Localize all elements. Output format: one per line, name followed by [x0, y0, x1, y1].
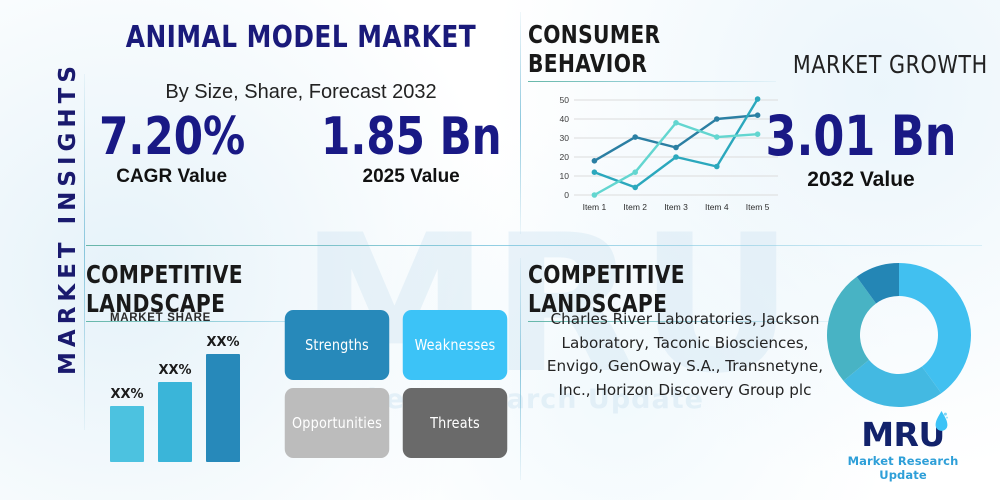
kpi-2032-label: 2032 Value [807, 167, 915, 191]
bar-column: XX% [206, 335, 240, 462]
svg-text:20: 20 [560, 152, 570, 162]
kpi-2025-value-number: 1.85 Bn [320, 107, 502, 167]
svg-text:Item 3: Item 3 [664, 202, 688, 212]
section-heading-competitive-landscape-left: COMPETITIVE LANDSCAPE [86, 260, 244, 318]
kpi-2025-value-label: 2025 Value [362, 165, 460, 187]
bar-chart-title: MARKET SHARE [110, 312, 212, 324]
swot-box-opportunities[interactable]: Opportunities [284, 388, 390, 458]
panel-consumer-behavior: CONSUMER BEHAVIOR MARKET GROWTH 0 10 20 30 4… [528, 4, 994, 244]
competitive-right-header-group: COMPETITIVE LANDSCAPE [528, 260, 840, 322]
svg-text:Item 4: Item 4 [705, 202, 729, 212]
kpi-2032-growth: 3.01 Bn 2032 Value [746, 104, 976, 192]
consumer-behavior-header-group: CONSUMER BEHAVIOR [528, 20, 776, 82]
swot-box-threats[interactable]: Threats [402, 388, 508, 458]
kpi-2032-value: 3.01 Bn [765, 104, 957, 168]
panel-competitive-landscape-left: COMPETITIVE LANDSCAPE MARKET SHARE XX% XX… [86, 250, 516, 496]
section-heading-consumer-behavior: CONSUMER BEHAVIOR [528, 20, 661, 78]
svg-text:40: 40 [560, 114, 570, 124]
bar-column: XX% [110, 387, 144, 462]
kpi-cagr-value: 7.20% [98, 107, 245, 167]
swot-box-strengths[interactable]: Strengths [284, 310, 390, 380]
kpi-row: 7.20% CAGR Value 1.85 Bn 2025 Value [86, 110, 516, 188]
section-underline [528, 81, 776, 82]
divider-middle-top [520, 12, 521, 234]
brand-logo: MRU Market Research Update [828, 411, 978, 482]
bar-value-label: XX% [110, 387, 144, 402]
kpi-cagr: 7.20% CAGR Value [91, 110, 253, 188]
section-heading-competitive-landscape-right: COMPETITIVE LANDSCAPE [528, 260, 686, 318]
line-chart-svg: 0 10 20 30 40 50 Item 1 Item 2 Item 3 Item 4 Item … [560, 95, 778, 212]
section-underline-right [528, 321, 840, 322]
bar-column: XX% [158, 363, 192, 462]
donut-chart-svg [827, 263, 971, 407]
page-subtitle: By Size, Share, Forecast 2032 [165, 81, 437, 103]
bar-rect [158, 382, 192, 462]
svg-text:10: 10 [560, 171, 570, 181]
swot-grid: Strengths Weaknesses Opportunities Threats [282, 310, 510, 458]
competitive-left-header-group: COMPETITIVE LANDSCAPE [86, 260, 356, 322]
company-list: Charles River Laboratories, Jackson Labo… [546, 310, 824, 399]
bar-value-label: XX% [206, 335, 240, 350]
svg-text:50: 50 [560, 95, 570, 105]
logo-letters: MRU [861, 415, 945, 454]
bar-rect [206, 354, 240, 462]
svg-text:Item 5: Item 5 [746, 202, 770, 212]
divider-horizontal [86, 245, 982, 246]
panel-market-overview: ANIMAL MODEL MARKET By Size, Share, Fore… [86, 4, 516, 244]
section-underline-left [86, 321, 356, 322]
svg-text:Item 1: Item 1 [583, 202, 607, 212]
page-title: ANIMAL MODEL MARKET [125, 20, 477, 55]
bar-rect [110, 406, 144, 462]
logo-tagline: Market Research Update [847, 454, 959, 482]
bar-value-label: XX% [158, 363, 192, 378]
logo-mark-text: MRU [861, 411, 948, 454]
swot-box-weaknesses[interactable]: Weaknesses [402, 310, 508, 380]
svg-text:0: 0 [564, 190, 569, 200]
kpi-cagr-label: CAGR Value [116, 165, 228, 187]
kpi-2025-value: 1.85 Bn 2025 Value [311, 110, 512, 188]
svg-text:30: 30 [560, 133, 570, 143]
panel-competitive-landscape-right: COMPETITIVE LANDSCAPE Charles River Labo… [528, 250, 994, 496]
water-droplet-icon [935, 411, 948, 431]
divider-middle-bottom [520, 258, 521, 480]
svg-text:Item 2: Item 2 [623, 202, 647, 212]
market-segments-donut-chart [824, 260, 974, 415]
section-heading-market-growth: MARKET GROWTH [793, 50, 988, 79]
market-share-bar-chart: XX% XX% XX% [100, 332, 278, 462]
side-label-market-insights: MARKET INSIGHTS [55, 61, 81, 375]
consumer-behavior-line-chart: 0 10 20 30 40 50 Item 1 Item 2 Item 3 Item 4 Item … [544, 92, 784, 222]
divider-left-vertical [84, 74, 85, 430]
